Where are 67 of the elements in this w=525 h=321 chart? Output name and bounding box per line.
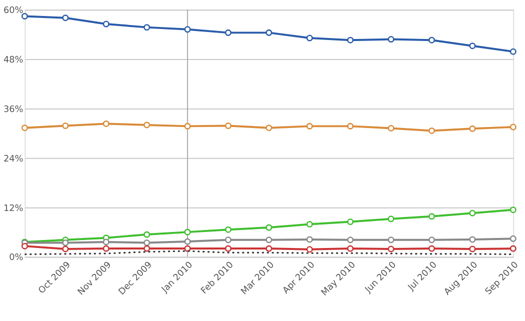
point: [347, 36, 354, 44]
point: [469, 42, 476, 50]
point: [306, 122, 313, 130]
point: [510, 235, 516, 242]
y-tick-label: 48%: [4, 56, 24, 66]
point: [347, 122, 354, 130]
point: [224, 122, 232, 130]
point: [102, 245, 110, 252]
point: [184, 228, 191, 236]
point: [62, 246, 69, 252]
point: [144, 245, 150, 252]
point: [21, 124, 28, 132]
y-tick-label: 36%: [4, 104, 24, 115]
point: [428, 36, 435, 44]
y-tick-label: 60%: [4, 6, 24, 16]
point: [62, 14, 69, 22]
point: [469, 246, 476, 252]
point: [306, 246, 313, 253]
point: [510, 124, 516, 130]
y-tick-label: 0%: [9, 253, 24, 264]
point: [266, 224, 272, 231]
point: [428, 236, 435, 244]
point: [144, 240, 150, 246]
point: [388, 36, 394, 43]
point: [510, 206, 516, 214]
point: [144, 122, 150, 128]
point: [266, 29, 272, 36]
point: [224, 236, 232, 244]
point: [306, 236, 313, 243]
point: [306, 34, 313, 42]
point: [266, 124, 272, 132]
y-tick-label: 12%: [4, 204, 24, 214]
point: [510, 245, 516, 252]
point: [469, 125, 476, 132]
point: [224, 29, 232, 36]
point: [102, 120, 110, 127]
point: [184, 122, 191, 130]
point: [347, 245, 354, 252]
point: [388, 236, 394, 244]
point: [144, 24, 150, 31]
y-tick-label: 24%: [4, 154, 24, 164]
point: [184, 238, 191, 245]
point: [21, 242, 28, 250]
point: [428, 213, 435, 220]
point: [347, 218, 354, 226]
point: [184, 26, 191, 33]
point: [388, 125, 394, 132]
point: [224, 245, 232, 252]
point: [184, 245, 191, 252]
point: [428, 127, 435, 134]
point: [266, 245, 272, 252]
point: [428, 245, 435, 252]
point: [102, 238, 110, 246]
point: [347, 236, 354, 244]
point: [62, 122, 69, 130]
point: [266, 236, 272, 244]
point: [21, 12, 28, 20]
point: [510, 48, 516, 55]
point: [388, 246, 394, 252]
point: [224, 226, 232, 233]
point: [102, 20, 110, 28]
point: [469, 236, 476, 243]
point: [388, 216, 394, 222]
point: [469, 210, 476, 216]
point: [62, 240, 69, 246]
point: [144, 231, 150, 238]
point: [306, 220, 313, 228]
